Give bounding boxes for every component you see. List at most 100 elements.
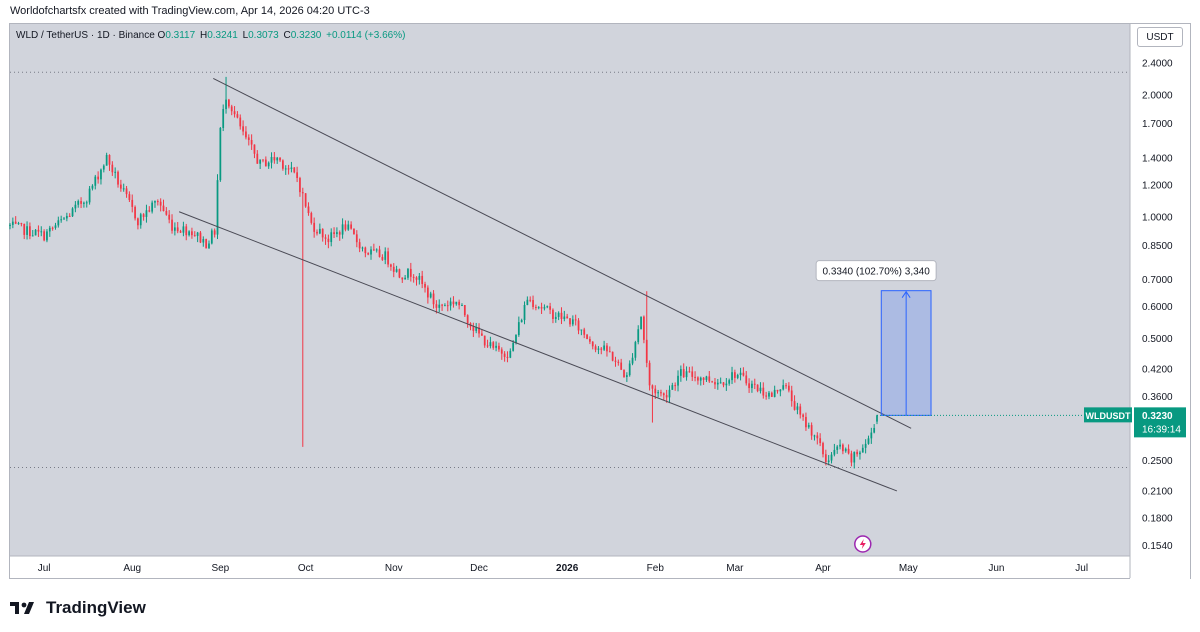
candle-body [876, 415, 878, 422]
chart-area[interactable] [9, 23, 1191, 579]
candle-body [492, 342, 495, 348]
candle-body [97, 176, 100, 180]
candle-body [205, 239, 208, 249]
candle-body [608, 351, 611, 353]
candle-body [722, 382, 725, 386]
candle-body [210, 230, 213, 244]
currency-button[interactable]: USDT [1137, 27, 1183, 47]
candle-body [287, 168, 290, 170]
y-tick-label: 0.1800 [1142, 514, 1173, 525]
candle-body [807, 425, 810, 428]
candle-body [276, 157, 279, 161]
candle-body [441, 304, 443, 306]
candle-body [500, 349, 503, 354]
lower-channel-trendline [178, 211, 898, 492]
candle-body [509, 350, 512, 358]
price-axis [1130, 24, 1190, 579]
candle-body [159, 201, 162, 206]
candle-body [586, 334, 588, 339]
candle-body [273, 157, 276, 161]
time-axis [10, 556, 1130, 578]
candle-body [702, 377, 705, 380]
x-tick-label: 2026 [556, 563, 579, 574]
candle-body [600, 348, 603, 350]
candle-body [202, 239, 205, 243]
low-value: 0.3073 [248, 30, 279, 41]
candle-body [677, 375, 679, 386]
candle-body [43, 231, 45, 241]
candle-body [367, 253, 370, 255]
candle-body [432, 293, 435, 305]
candle-body [614, 360, 617, 362]
candle-body [802, 414, 804, 417]
candle-body [372, 249, 375, 251]
candle-body [790, 390, 793, 402]
price-tag-countdown: 16:39:14 [1142, 424, 1181, 435]
candle-body [307, 206, 310, 214]
candle-body [444, 305, 446, 307]
y-tick-label: 0.1540 [1142, 541, 1173, 552]
candle-body [731, 372, 733, 381]
candle-body [665, 395, 668, 398]
candle-body [94, 176, 97, 186]
candle-body [498, 345, 500, 350]
candle-body [409, 268, 412, 277]
candle-body [662, 393, 665, 396]
candle-body [151, 202, 154, 212]
candle-body [765, 395, 768, 397]
candle-body [671, 385, 674, 390]
candle-body [651, 385, 654, 389]
x-tick-label: Mar [726, 563, 744, 574]
candle-body [839, 444, 841, 447]
y-tick-label: 1.2000 [1142, 180, 1173, 191]
candle-body [225, 99, 227, 110]
candle-body [844, 448, 847, 452]
candle-body [549, 306, 551, 310]
upper-channel-trendline [213, 78, 912, 429]
candle-body [426, 287, 429, 298]
candle-body [117, 171, 119, 185]
candle-body [222, 109, 225, 128]
candle-body [566, 316, 569, 319]
candle-body [446, 305, 449, 307]
symbol-title[interactable]: WLD / TetherUS · 1D · Binance [16, 30, 155, 41]
candle-body [793, 401, 796, 410]
candle-body [452, 301, 455, 305]
candle-body [625, 375, 628, 377]
candle-body [714, 382, 716, 385]
candle-body [580, 329, 583, 331]
candle-body [679, 369, 682, 376]
candle-body [645, 339, 648, 363]
candle-body [699, 377, 702, 381]
candle-body [65, 215, 68, 219]
candle-body [606, 345, 608, 352]
candle-body [247, 137, 250, 140]
candle-body [31, 235, 34, 237]
candle-body [563, 316, 566, 319]
candle-body [233, 111, 236, 115]
candle-body [193, 235, 196, 237]
candle-body [185, 226, 188, 236]
candle-body [589, 338, 591, 342]
candle-body [546, 306, 549, 308]
candle-body [532, 300, 534, 307]
candle-body [597, 348, 600, 350]
candle-body [83, 202, 85, 204]
candle-body [472, 326, 475, 331]
candle-body [293, 167, 296, 173]
candle-body [623, 369, 625, 377]
x-tick-label: Apr [815, 563, 831, 574]
candle-body [421, 275, 424, 284]
candle-body [336, 232, 338, 235]
candle-body [449, 301, 452, 306]
candle-body [856, 451, 858, 455]
candle-body [583, 329, 586, 335]
candle-body [46, 231, 48, 241]
candle-body [770, 392, 773, 397]
candle-body [296, 172, 298, 179]
candle-body [262, 159, 264, 161]
candle-body [344, 224, 347, 230]
tradingview-brand[interactable]: TradingView [10, 598, 146, 618]
candle-body [290, 167, 293, 169]
